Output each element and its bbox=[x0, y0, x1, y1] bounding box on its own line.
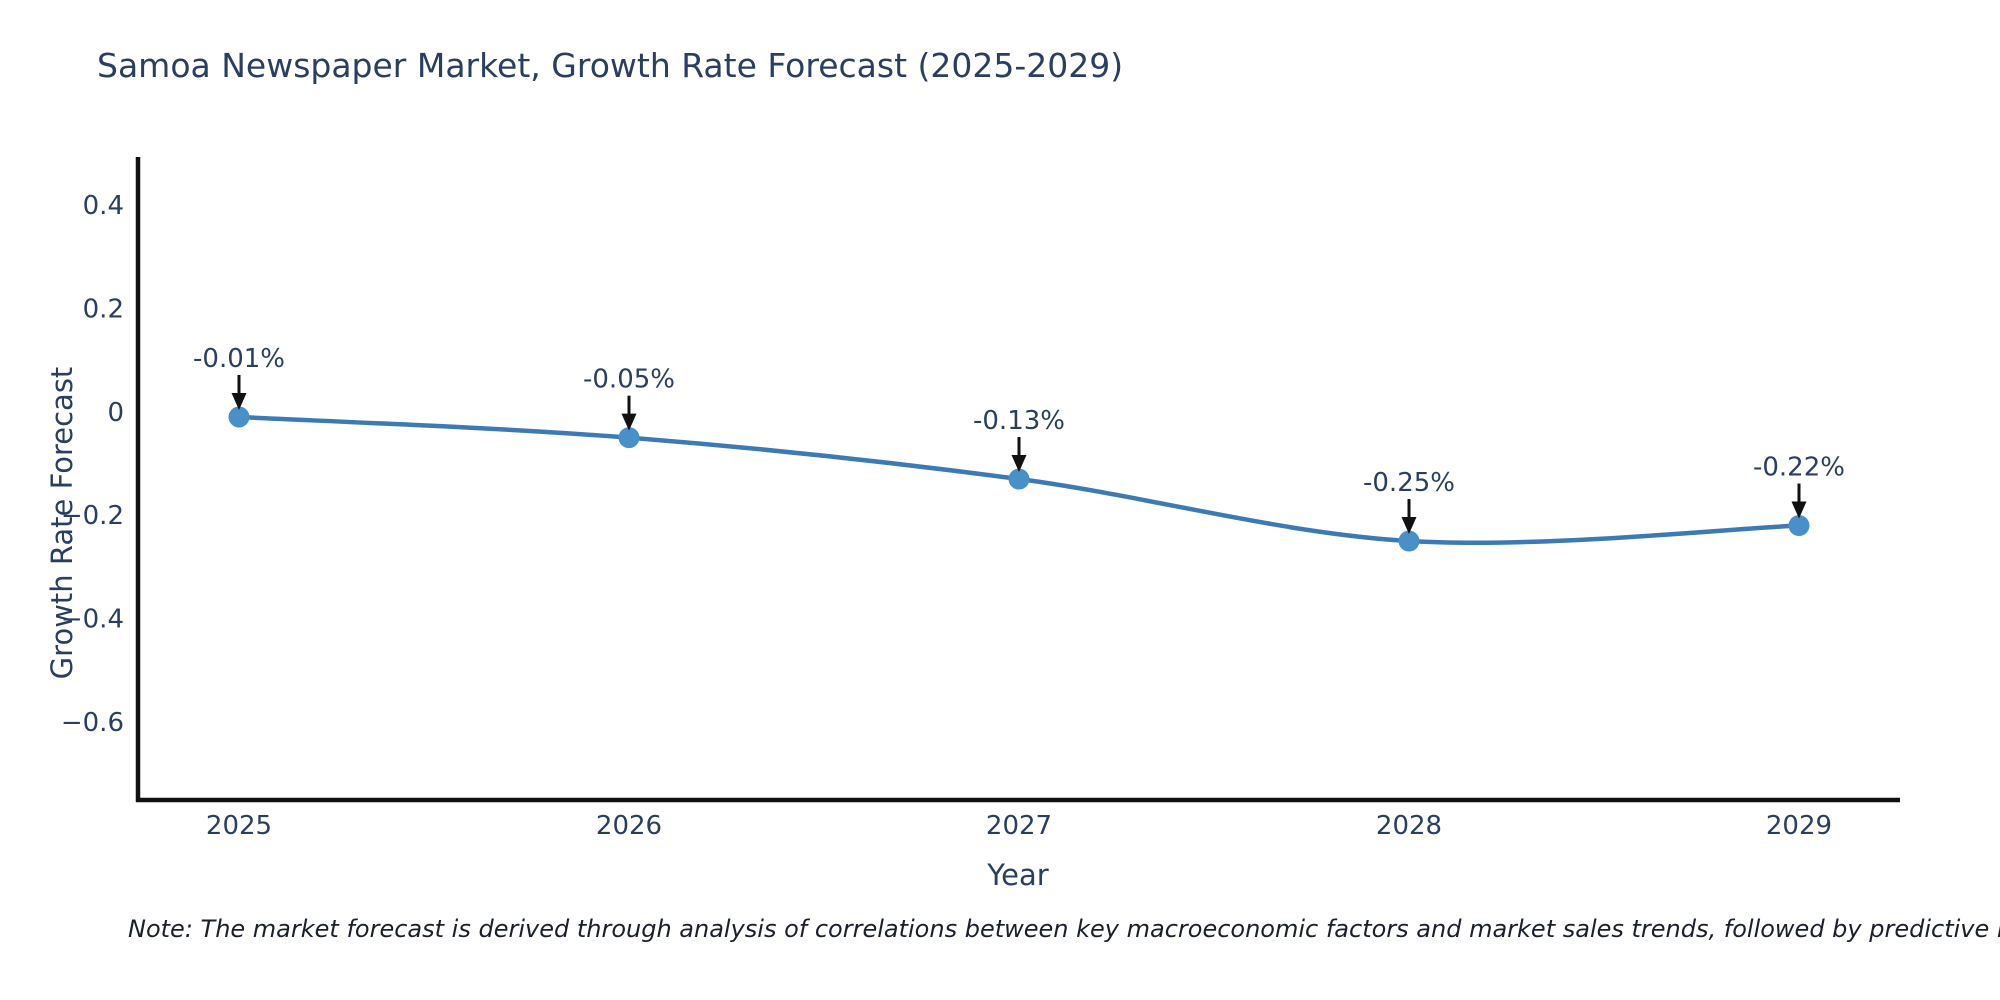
data-point-marker bbox=[1788, 515, 1810, 537]
x-tick-label: 2026 bbox=[596, 811, 662, 841]
annotation-label: -0.13% bbox=[973, 406, 1065, 436]
annotation-arrow-head bbox=[1791, 501, 1807, 519]
annotation-label: -0.25% bbox=[1363, 468, 1455, 498]
x-tick-label: 2029 bbox=[1766, 811, 1832, 841]
data-point-marker bbox=[1398, 530, 1420, 552]
y-tick-label: −0.6 bbox=[61, 708, 124, 738]
chart-title: Samoa Newspaper Market, Growth Rate Fore… bbox=[97, 46, 1124, 85]
annotation-label: -0.05% bbox=[583, 365, 675, 395]
annotation-label: -0.22% bbox=[1753, 453, 1845, 483]
annotation-arrow-head bbox=[231, 392, 247, 410]
x-axis-title: Year bbox=[987, 858, 1049, 892]
annotation-label: -0.01% bbox=[193, 344, 285, 374]
y-tick-label: 0 bbox=[107, 398, 124, 428]
y-tick-label: −0.4 bbox=[61, 605, 124, 635]
annotation-arrow-head bbox=[621, 413, 637, 431]
data-point-marker bbox=[1008, 468, 1030, 490]
y-axis-title: Growth Rate Forecast bbox=[45, 366, 79, 680]
x-tick-label: 2027 bbox=[986, 811, 1052, 841]
y-tick-label: 0.2 bbox=[83, 294, 124, 324]
x-tick-label: 2028 bbox=[1376, 811, 1442, 841]
y-tick-label: 0.4 bbox=[83, 191, 124, 221]
annotation-arrow-head bbox=[1011, 455, 1027, 473]
x-tick-label: 2025 bbox=[206, 811, 272, 841]
annotation-arrow-head bbox=[1401, 517, 1417, 535]
y-tick-label: −0.2 bbox=[61, 501, 124, 531]
footnote: Note: The market forecast is derived thr… bbox=[128, 915, 2000, 943]
data-point-marker bbox=[618, 427, 640, 449]
data-point-marker bbox=[228, 406, 250, 428]
